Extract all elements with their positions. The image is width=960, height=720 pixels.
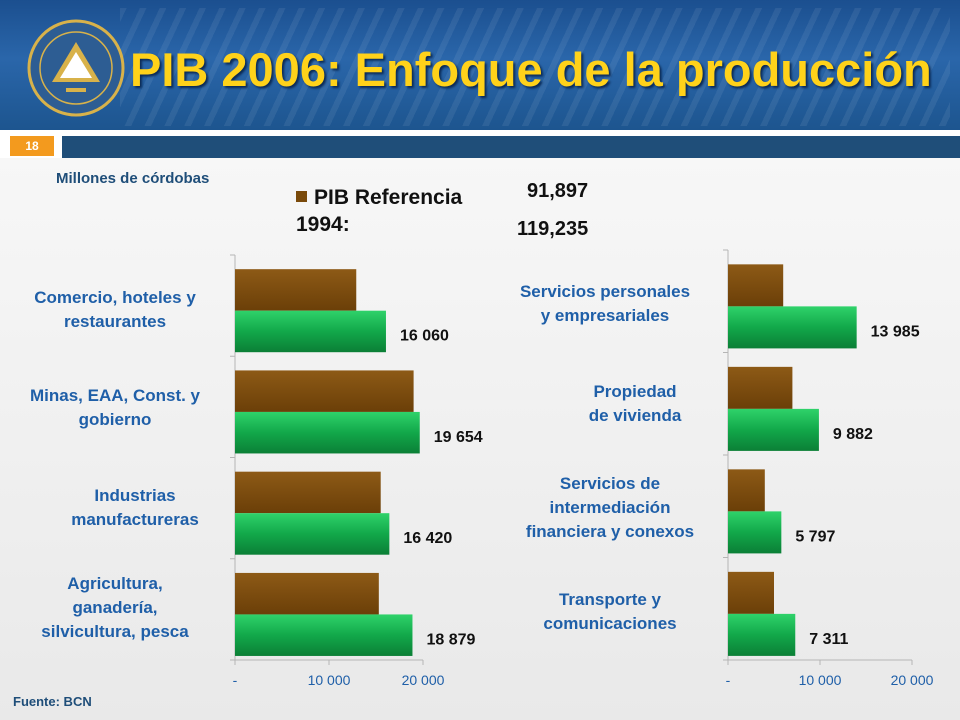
bar-1994 [728, 366, 793, 409]
bar-1994 [728, 264, 784, 307]
bar-2006 [235, 614, 413, 656]
bar-1994 [235, 572, 379, 615]
x-tick-label: 20 000 [402, 672, 445, 688]
category-label-agricultura: Agricultura, ganadería, silvicultura, pesc… [41, 574, 189, 641]
x-tick-label: 10 000 [799, 672, 842, 688]
bar-2006 [728, 613, 796, 656]
header-divider [62, 136, 960, 158]
category-label-comercio: Comercio, hoteles y restaurantes [34, 288, 196, 331]
legend-line-1: PIB Referencia [296, 184, 462, 211]
source-note: Fuente: BCN [13, 694, 92, 709]
bar-2006 [728, 511, 782, 554]
category-label-servicios-personales: Servicios personales y empresariales [519, 282, 691, 325]
bar-1994 [728, 469, 765, 512]
header-banner: PIB 2006: Enfoque de la producción [0, 0, 960, 130]
bar-1994 [235, 269, 357, 311]
bar-2006 [728, 408, 819, 451]
data-label: 16 420 [403, 530, 452, 547]
data-label: 5 797 [795, 529, 835, 546]
page-title: PIB 2006: Enfoque de la producción [130, 43, 932, 96]
total-1994: 91,897 [527, 180, 589, 202]
bar-1994 [728, 571, 774, 614]
data-label: 13 985 [871, 324, 920, 341]
bar-1994 [235, 471, 381, 514]
x-tick-label: 10 000 [308, 672, 351, 688]
category-label-intermediacion: Servicios de intermediación financiera y c… [525, 474, 695, 541]
x-tick-label: - [233, 672, 238, 688]
bcn-seal-icon [27, 19, 125, 117]
bar-1994 [235, 370, 414, 412]
category-label-minas: Minas, EAA, Const. y gobierno [29, 386, 201, 429]
x-tick-label: 20 000 [891, 672, 934, 688]
data-label: 7 311 [809, 631, 848, 648]
units-label: Millones de córdobas [56, 170, 210, 187]
legend-line-2: 1994: [296, 213, 350, 236]
category-label-propiedad-vivienda: Propiedad de vivienda [588, 382, 682, 425]
legend: PIB Referencia 1994: [296, 184, 462, 238]
banknote-background [120, 8, 950, 126]
data-label: 16 060 [400, 328, 449, 345]
x-tick-label: - [726, 672, 731, 688]
slide-number: 18 [10, 136, 54, 156]
category-label-industrias: Industrias manufactureras [71, 486, 199, 529]
total-2006: 119,235 [517, 218, 589, 240]
category-label-transporte: Transporte y comunicaciones [543, 590, 677, 633]
bar-2006 [728, 306, 857, 349]
data-label: 19 654 [434, 429, 483, 446]
bar-2006 [235, 411, 420, 454]
bar-2006 [235, 310, 386, 353]
legend-swatch [296, 191, 307, 202]
data-label: 9 882 [833, 426, 873, 443]
data-label: 18 879 [426, 631, 475, 648]
bar-2006 [235, 513, 390, 555]
legend-label: PIB Referencia [314, 186, 463, 209]
